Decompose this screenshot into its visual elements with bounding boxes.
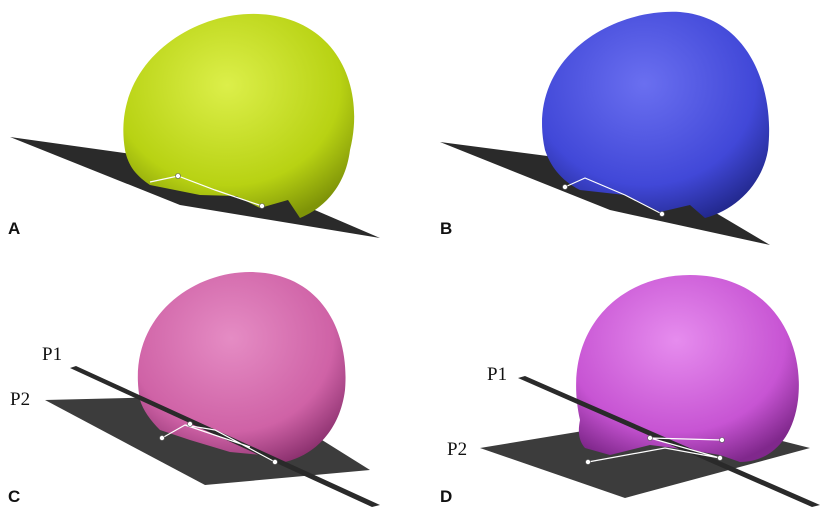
skull xyxy=(542,12,769,218)
panel-d: P1 P2 D xyxy=(440,275,820,507)
landmark xyxy=(260,204,265,209)
panel-label: B xyxy=(440,219,452,238)
panel-a: A xyxy=(8,14,380,238)
plane-label: P1 xyxy=(42,344,62,365)
landmark xyxy=(176,174,181,179)
landmark xyxy=(720,438,725,443)
landmark xyxy=(586,460,591,465)
landmark xyxy=(648,436,653,441)
landmark xyxy=(660,212,665,217)
plane-label: P2 xyxy=(447,439,467,460)
plane-label: P2 xyxy=(10,389,30,410)
plane-label: P1 xyxy=(487,364,507,385)
panel-c: P1 P2 C xyxy=(8,272,380,507)
skull xyxy=(576,275,799,462)
landmark xyxy=(718,456,723,461)
panel-label: C xyxy=(8,487,20,506)
landmark xyxy=(273,460,278,465)
figure: A B P1 P2 C P1 P2 D xyxy=(0,0,830,512)
panel-b: B xyxy=(440,12,770,245)
landmark xyxy=(160,436,165,441)
panel-label: A xyxy=(8,219,20,238)
landmark xyxy=(563,185,568,190)
landmark xyxy=(188,422,193,427)
panel-label: D xyxy=(440,487,452,506)
